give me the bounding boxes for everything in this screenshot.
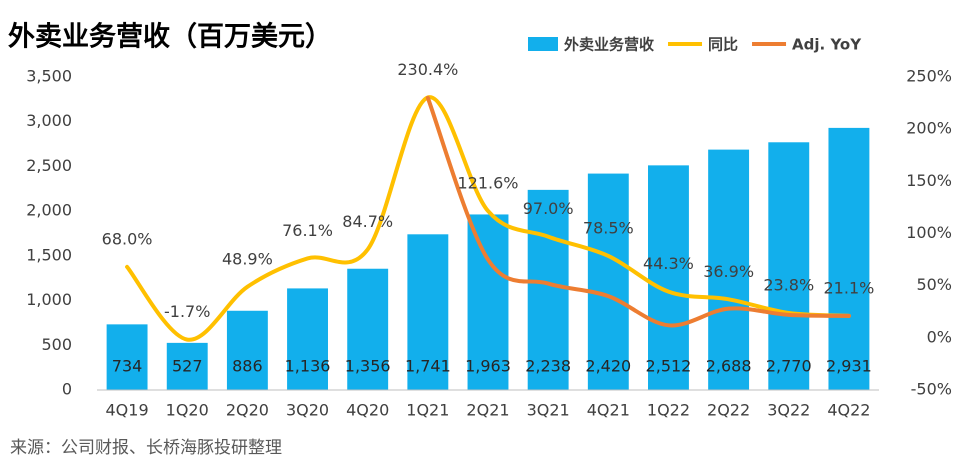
legend-swatch [528,37,558,51]
bar-label: 2,420 [585,357,631,376]
bar [166,342,208,390]
y2-tick-label: -50% [911,380,952,399]
bar [407,234,449,390]
bar-label: 734 [112,357,143,376]
line [125,95,851,342]
bar-label: 2,512 [646,357,692,376]
x-tick-label: 3Q21 [527,401,570,420]
y2-tick-label: 200% [906,119,952,138]
line-label: 48.9% [222,249,273,268]
bar [648,165,689,390]
line-label: 84.7% [342,212,393,231]
y-tick-label: 1,500 [26,245,72,264]
bar [587,173,629,390]
line-label: 78.5% [583,218,634,237]
bar-label: 2,238 [525,357,571,376]
bar-label: 1,741 [405,357,451,376]
line-label: 230.4% [397,60,458,79]
y2-tick-label: 150% [906,171,952,190]
y-tick-label: 1,000 [26,290,72,309]
y2-tick-label: 250% [906,67,952,86]
y-tick-label: 0 [62,380,72,399]
bar [106,324,148,390]
x-tick-label: 1Q21 [406,401,449,420]
x-tick-label: 4Q21 [587,401,630,420]
y2-tick-label: 100% [906,223,952,242]
bar-label: 1,136 [285,357,331,376]
bar [226,310,268,390]
bar-label: 1,356 [345,357,391,376]
x-tick-label: 1Q22 [647,401,690,420]
bar-label: 2,688 [706,357,752,376]
bar [287,288,328,390]
bar-label: 527 [172,357,203,376]
legend-label: Adj. YoY [792,36,862,54]
x-tick-label: 2Q22 [707,401,750,420]
bar [527,189,569,390]
x-tick-label: 3Q20 [286,401,329,420]
bar [828,127,870,390]
x-tick-label: 3Q22 [767,401,810,420]
bar-label: 2,770 [766,357,812,376]
line-label: 36.9% [703,262,754,281]
bar-label: 1,963 [465,357,511,376]
bar [347,268,389,390]
x-tick-label: 4Q20 [346,401,389,420]
line-label: 23.8% [763,276,814,295]
x-tick-label: 4Q22 [827,401,870,420]
bar [708,149,750,390]
line-label: -1.7% [164,302,210,321]
y-tick-label: 2,000 [26,201,72,220]
line-label: 68.0% [102,229,153,248]
bar-label: 886 [232,357,263,376]
line-label: 121.6% [457,173,518,192]
bar [768,142,810,390]
bar [467,214,509,390]
y2-tick-label: 0% [927,327,952,346]
chart-title: 外卖业务营收（百万美元） [8,21,332,53]
x-tick-label: 1Q20 [166,401,209,420]
legend-label: 同比 [708,36,738,54]
y-tick-label: 2,500 [26,156,72,175]
y-tick-label: 500 [41,335,72,354]
source-note: 来源：公司财报、长桥海豚投研整理 [10,438,282,458]
line [425,95,851,328]
x-tick-label: 2Q21 [466,401,509,420]
legend-label: 外卖业务营收 [563,36,654,54]
line-label: 21.1% [824,278,875,297]
bar-label: 2,931 [826,357,872,376]
x-tick-label: 2Q20 [226,401,269,420]
y2-tick-label: 50% [916,275,952,294]
line-label: 76.1% [282,221,333,240]
y-tick-label: 3,000 [26,111,72,130]
line-label: 97.0% [523,199,574,218]
line-label: 44.3% [643,254,694,273]
y-tick-label: 3,500 [26,67,72,86]
x-tick-label: 4Q19 [106,401,149,420]
